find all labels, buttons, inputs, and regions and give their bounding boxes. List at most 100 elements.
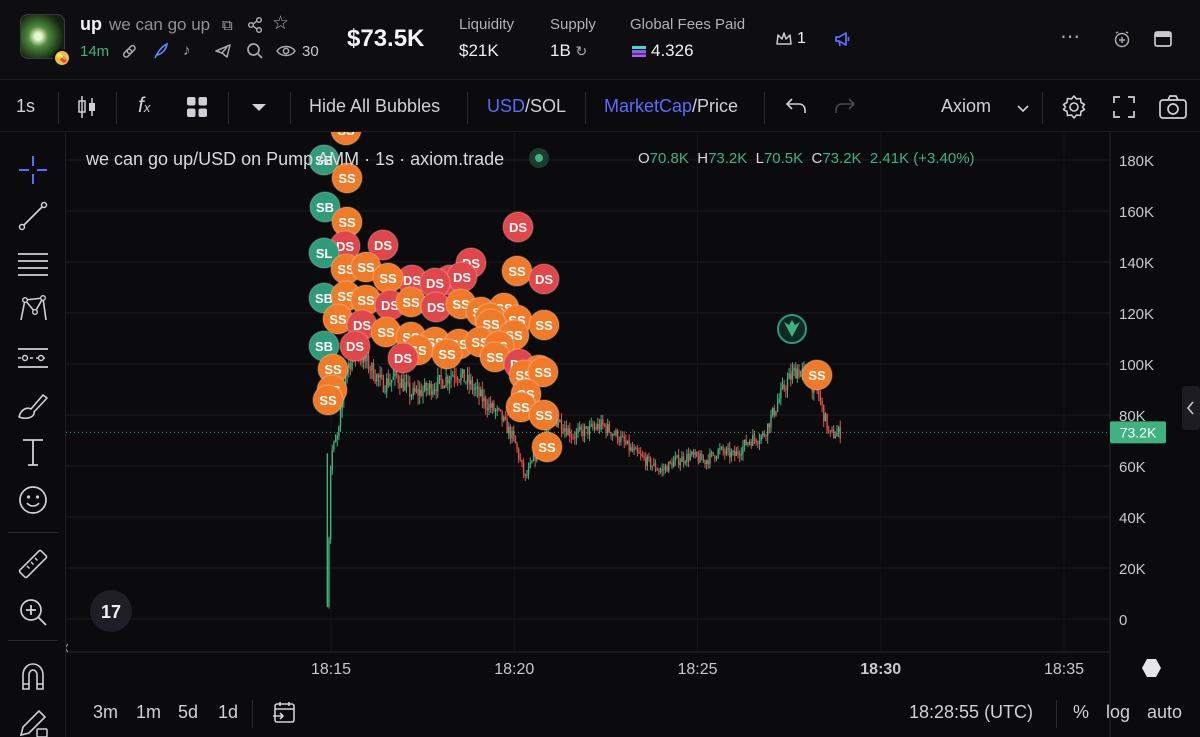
trade-bubble[interactable]: SB (308, 144, 340, 176)
trade-bubble[interactable]: SS (527, 356, 559, 388)
hide-bubbles-button[interactable]: Hide All Bubbles (309, 96, 441, 116)
price-chart[interactable]: 180K 160K 140K 120K 100K 80K 60K 40K 20K 0 18:15 18… (66, 132, 1200, 737)
x-tick-label: 18:20 (494, 661, 534, 678)
candle-body (451, 375, 454, 377)
range-3m[interactable]: 3m (93, 702, 119, 722)
candles-icon[interactable] (76, 94, 98, 125)
auto-toggle[interactable]: auto (1147, 702, 1183, 722)
range-1d[interactable]: 1d (218, 702, 239, 722)
telegram-icon[interactable] (214, 42, 232, 65)
candle-body (745, 439, 747, 445)
trade-bubble[interactable]: SS (312, 384, 344, 416)
eye-toggle-icon[interactable] (529, 148, 550, 168)
emoji-icon[interactable] (15, 482, 51, 518)
trade-bubble[interactable]: SB (308, 330, 340, 362)
trade-bubble[interactable]: SB (309, 191, 341, 223)
trade-bubble[interactable]: DS (502, 211, 534, 243)
indicators-icon[interactable]: fx (138, 94, 151, 117)
trend-line-icon[interactable] (15, 198, 51, 234)
token-avatar[interactable] (20, 14, 65, 59)
trade-bubble[interactable]: DS (387, 342, 419, 374)
data-source-selector[interactable]: Axiom (941, 96, 992, 116)
crown-icon[interactable] (775, 30, 793, 53)
interval-selector[interactable]: 1s (16, 96, 36, 116)
magnet-icon[interactable] (15, 659, 51, 695)
camera-icon[interactable] (1158, 94, 1188, 125)
trade-bubble[interactable]: SS (505, 391, 537, 423)
candle-body (483, 397, 485, 402)
horizontal-lines-icon[interactable] (15, 245, 51, 281)
chart-title: we can go up/USD on Pump AMM · 1s · axio… (86, 149, 505, 169)
undo-icon[interactable] (785, 96, 807, 121)
trade-bubble[interactable]: SS (395, 286, 427, 318)
log-toggle[interactable]: log (1106, 702, 1131, 722)
chevron-down-icon[interactable] (250, 98, 268, 119)
trade-bubble[interactable]: SS (331, 162, 363, 194)
more-options-icon[interactable]: ⋯ (1060, 26, 1080, 48)
templates-icon[interactable] (186, 96, 208, 123)
trade-bubble[interactable]: SS (372, 262, 404, 294)
zoom-in-icon[interactable] (15, 594, 51, 630)
trade-bubble[interactable]: DS (367, 229, 399, 261)
add-watch-icon[interactable] (1112, 29, 1132, 54)
candle-body (768, 423, 771, 428)
star-icon[interactable]: ☆ (272, 13, 290, 34)
lock-drawing-icon[interactable] (15, 705, 51, 737)
share-icon[interactable] (246, 16, 264, 39)
candle-body (442, 380, 444, 389)
chevron-down-icon[interactable] (1016, 98, 1030, 119)
percent-toggle[interactable]: % (1073, 702, 1090, 722)
trade-bubble[interactable]: DS (329, 230, 361, 262)
pattern-icon[interactable] (15, 292, 51, 328)
goto-date-icon[interactable] (271, 700, 297, 731)
feather-icon[interactable] (152, 42, 170, 65)
range-1m[interactable]: 1m (136, 702, 162, 722)
candle-body (765, 435, 767, 437)
trade-bubble[interactable]: DS (339, 330, 371, 362)
trade-bubble[interactable]: SS (528, 309, 560, 341)
trade-bubble[interactable]: SS (431, 338, 463, 370)
candle-body (587, 426, 589, 435)
metric-toggle[interactable]: MarketCap/Price (604, 96, 739, 116)
tiktok-icon[interactable]: ♪ (183, 42, 191, 59)
brush-icon[interactable] (15, 387, 51, 423)
measure-lines-icon[interactable] (15, 340, 51, 376)
axis-settings-icon[interactable] (1142, 659, 1161, 677)
text-tool-icon[interactable] (15, 434, 51, 470)
trade-bubble[interactable]: DS (528, 263, 560, 295)
tradingview-logo[interactable] (90, 590, 132, 632)
copy-icon[interactable]: ⧉ (222, 17, 233, 34)
trade-bubble[interactable]: DS (419, 267, 451, 299)
candle-body (511, 430, 513, 439)
trade-bubble[interactable]: DS (420, 291, 452, 323)
chevron-left-icon[interactable] (66, 643, 69, 653)
y-tick-label: 120K (1119, 306, 1154, 323)
trade-bubble[interactable]: DS (446, 261, 478, 293)
candle-body (578, 426, 581, 430)
link-icon[interactable] (120, 42, 138, 65)
megaphone-icon[interactable] (833, 29, 853, 54)
layout-icon[interactable] (1153, 29, 1173, 54)
trade-bubble[interactable]: SS (801, 359, 833, 391)
currency-toggle[interactable]: USD/SOL (487, 96, 567, 116)
crosshair-icon[interactable] (15, 152, 51, 188)
trade-bubble[interactable]: SS (322, 303, 354, 335)
ruler-icon[interactable] (15, 546, 51, 582)
candle-body (486, 407, 489, 411)
trade-bubble[interactable]: SS (330, 132, 362, 146)
search-icon[interactable] (246, 42, 264, 65)
trade-bubble[interactable]: SS (501, 255, 533, 287)
divider (1042, 92, 1043, 124)
collapse-panel-tab[interactable] (1182, 386, 1200, 430)
gear-icon[interactable] (1060, 93, 1088, 126)
trade-bubble[interactable]: SL (308, 237, 340, 269)
trade-bubble[interactable]: SS (528, 399, 560, 431)
range-5d[interactable]: 5d (178, 702, 199, 722)
redo-icon[interactable] (834, 96, 856, 121)
trade-bubble[interactable]: SS (479, 341, 511, 373)
candle-body (445, 376, 447, 386)
refresh-icon[interactable]: ↻ (575, 43, 588, 59)
clock-time[interactable]: 18:28:55 (UTC) (909, 702, 1034, 722)
fullscreen-icon[interactable] (1112, 95, 1136, 124)
trade-bubble[interactable]: SS (531, 431, 563, 463)
